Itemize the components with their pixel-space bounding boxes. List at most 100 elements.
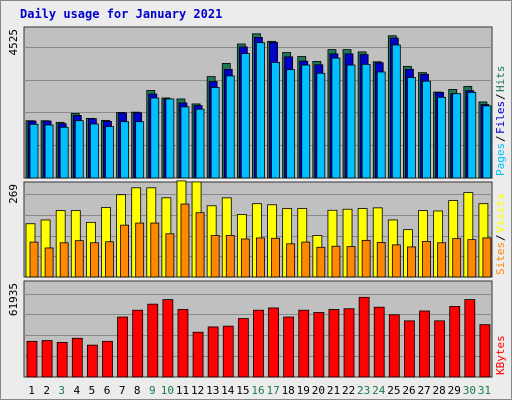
pages-bar (105, 126, 114, 179)
sites-bar (59, 242, 69, 278)
kbytes-bar (419, 310, 430, 378)
pages-bar (346, 64, 356, 179)
legend-files: Files (494, 101, 507, 134)
pages-bar (286, 69, 296, 179)
day-label: 16 (251, 384, 264, 397)
kbytes-bar (313, 312, 325, 378)
legend-separator: / (494, 93, 507, 100)
legend-separator: / (494, 234, 507, 241)
sites-bar (29, 241, 39, 278)
kbytes-bar (479, 324, 491, 378)
day-label: 23 (357, 384, 370, 397)
sites-bar (120, 224, 129, 278)
kbytes-bar (117, 316, 128, 378)
legend-sites: Sites (494, 242, 507, 275)
sites-bar (391, 244, 401, 278)
sites-bar (150, 222, 160, 278)
sites-bar (210, 235, 220, 278)
sites-bar (89, 242, 99, 278)
day-label: 27 (417, 384, 430, 397)
pages-bar (482, 105, 492, 179)
kbytes-bar (192, 331, 204, 378)
sites-bar (376, 242, 386, 278)
kbytes-bar (253, 309, 264, 378)
sites-bar (452, 238, 462, 278)
kbytes-bar (373, 306, 385, 378)
sites-bar (467, 239, 477, 278)
kbytes-bar (328, 309, 340, 378)
pages-bar (165, 98, 175, 179)
day-label: 3 (58, 384, 65, 397)
day-label: 24 (372, 384, 386, 397)
legend-visits: Visits (494, 193, 507, 233)
pages-bar (452, 93, 462, 179)
pages-bar (391, 44, 401, 179)
y-max-label-2: 269 (7, 184, 20, 204)
pages-bar (301, 64, 311, 179)
pages-bar (225, 75, 235, 179)
kbytes-bar (358, 296, 370, 378)
pages-bar (316, 72, 326, 179)
kbytes-bar (237, 318, 249, 378)
sites-bar (301, 241, 311, 278)
pages-bar (180, 106, 190, 179)
sites-bar (437, 242, 447, 278)
sites-bar (331, 245, 341, 278)
kbytes-bar (177, 309, 189, 378)
sites-bar (135, 222, 145, 278)
kbytes-bar (41, 340, 53, 378)
sites-bar (361, 239, 371, 278)
pages-bar (240, 53, 250, 179)
pages-bar (467, 91, 477, 179)
sites-bar (482, 237, 492, 278)
day-label: 6 (104, 384, 111, 397)
legend-hits: Hits (494, 66, 507, 93)
sites-bar (74, 240, 84, 278)
day-label: 9 (149, 384, 156, 397)
sites-bar (240, 238, 250, 278)
sites-bar (180, 203, 190, 278)
day-label: 14 (221, 384, 235, 397)
sites-bar (407, 246, 416, 278)
pages-bar (29, 123, 39, 179)
kbytes-bar (388, 314, 400, 378)
pages-bar (135, 121, 145, 179)
kbytes-bar (268, 307, 279, 378)
kbytes-bar (283, 316, 295, 378)
legend-separator: / (494, 135, 507, 142)
pages-bar (271, 62, 280, 179)
pages-bar (422, 80, 431, 179)
kbytes-bar (434, 320, 446, 378)
legend-kbytes: KBytes (494, 335, 507, 375)
day-label: 2 (43, 384, 50, 397)
y-max-label-1: 4525 (7, 29, 20, 56)
day-label: 12 (191, 384, 204, 397)
day-label: 18 (282, 384, 295, 397)
kbytes-bar (404, 320, 415, 378)
pages-bar (89, 123, 99, 179)
kbytes-bar (132, 309, 144, 378)
day-label: 15 (236, 384, 249, 397)
kbytes-bar (343, 308, 355, 378)
kbytes-bar (147, 303, 159, 378)
kbytes-bar (464, 299, 476, 378)
pages-bar (120, 121, 129, 179)
kbytes-bar (26, 340, 38, 378)
day-label: 26 (402, 384, 415, 397)
day-label: 31 (478, 384, 491, 397)
pages-bar (437, 96, 447, 179)
sites-bar (225, 235, 235, 278)
sites-bar (422, 240, 431, 278)
sites-bar (256, 237, 265, 278)
pages-bar (59, 126, 69, 179)
day-label: 13 (206, 384, 219, 397)
sites-bar (286, 243, 296, 278)
sites-bar (165, 233, 175, 278)
day-label: 28 (433, 384, 446, 397)
day-label: 20 (312, 384, 325, 397)
pages-bar (44, 124, 54, 179)
pages-bar (195, 108, 205, 179)
sites-bar (271, 237, 280, 278)
